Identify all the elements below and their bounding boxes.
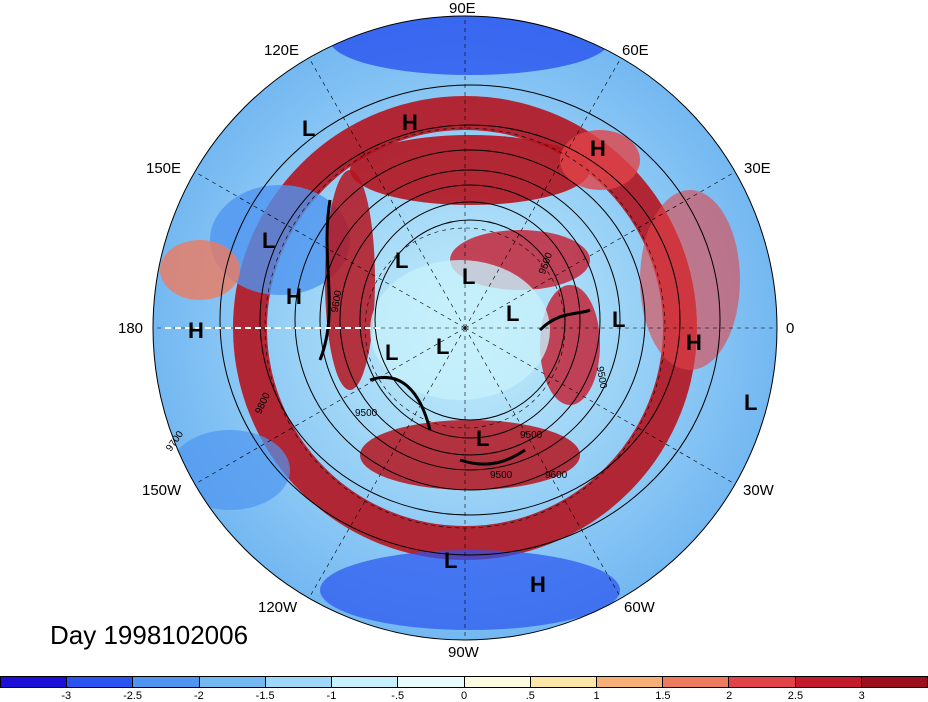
pressure-center-low: L bbox=[262, 228, 276, 253]
contour-label: 9500 bbox=[490, 470, 513, 481]
contour-label: 9500 bbox=[520, 430, 543, 441]
pressure-center-low: L bbox=[302, 116, 316, 141]
pressure-center-low: L bbox=[385, 340, 399, 365]
colorbar-tick-label: -2 bbox=[193, 690, 204, 702]
colorbar-segment bbox=[67, 677, 134, 687]
colorbar-tick-label: 1.5 bbox=[655, 690, 671, 702]
pressure-center-low: L bbox=[612, 307, 626, 332]
pressure-center-low: L bbox=[395, 248, 409, 273]
lon-label-90w: 90W bbox=[448, 644, 479, 661]
colorbar-tick-label: 1 bbox=[593, 690, 600, 702]
pressure-center-low: L bbox=[744, 390, 758, 415]
colorbar-segment bbox=[795, 677, 862, 687]
pressure-center-high: H bbox=[286, 284, 302, 309]
colorbar-segment bbox=[663, 677, 730, 687]
colorbar-segment bbox=[861, 677, 928, 687]
colorbar-tick-label: -3 bbox=[61, 690, 72, 702]
lon-label-30e: 30E bbox=[744, 160, 771, 177]
contour-label: 9600 bbox=[545, 470, 568, 481]
pressure-center-low: L bbox=[506, 301, 520, 326]
colorbar-tick-label: -1 bbox=[326, 690, 337, 702]
colorbar-tick-label: 2 bbox=[726, 690, 733, 702]
colorbar-tick-label: 0 bbox=[460, 690, 468, 702]
anomaly-field bbox=[153, 16, 777, 640]
colorbar-segment bbox=[265, 677, 333, 687]
lon-label-60e: 60E bbox=[622, 42, 649, 59]
pressure-center-high: H bbox=[530, 572, 546, 597]
pressure-center-high: H bbox=[188, 318, 204, 343]
lon-label-180: 180 bbox=[118, 320, 144, 337]
lon-label-0: 0 bbox=[786, 320, 795, 337]
pressure-center-high: H bbox=[590, 136, 606, 161]
colorbar-tick-label: 2.5 bbox=[787, 690, 804, 702]
colorbar-segment bbox=[133, 677, 200, 687]
pressure-center-low: L bbox=[436, 334, 450, 359]
colorbar-segment bbox=[199, 677, 266, 687]
colorbar-tick-label: -.5 bbox=[391, 690, 405, 702]
colorbar-tick-label: 3 bbox=[858, 690, 865, 702]
lon-label-150w: 150W bbox=[142, 482, 182, 499]
colorbar-tick-label: -1.5 bbox=[255, 690, 275, 702]
colorbar-tick-label: .5 bbox=[525, 690, 535, 702]
colorbar-segment bbox=[398, 677, 465, 687]
lon-label-120w: 120W bbox=[258, 599, 298, 616]
lon-label-120e: 120E bbox=[264, 42, 300, 59]
pressure-center-high: H bbox=[686, 330, 702, 355]
pressure-center-low: L bbox=[476, 426, 490, 451]
colorbar-segment bbox=[1, 677, 68, 687]
lon-label-150e: 150E bbox=[146, 160, 182, 177]
contour-label: 9500 bbox=[355, 408, 378, 419]
lon-label-90e: 90E bbox=[449, 0, 476, 17]
colorbar-segment bbox=[596, 677, 664, 687]
pressure-center-low: L bbox=[444, 548, 458, 573]
colorbar bbox=[0, 676, 928, 688]
colorbar-segment bbox=[332, 677, 399, 687]
colorbar-tick-label: -2.5 bbox=[123, 690, 143, 702]
map-boundary bbox=[152, 15, 778, 641]
colorbar-segment bbox=[464, 677, 531, 687]
colorbar-segment bbox=[530, 677, 597, 687]
pressure-center-low: L bbox=[462, 264, 476, 289]
lon-label-60w: 60W bbox=[624, 599, 655, 616]
lon-label-30w: 30W bbox=[743, 482, 774, 499]
date-label: Day 1998102006 bbox=[50, 620, 249, 650]
colorbar-segment bbox=[729, 677, 796, 687]
pressure-center-high: H bbox=[402, 110, 418, 135]
